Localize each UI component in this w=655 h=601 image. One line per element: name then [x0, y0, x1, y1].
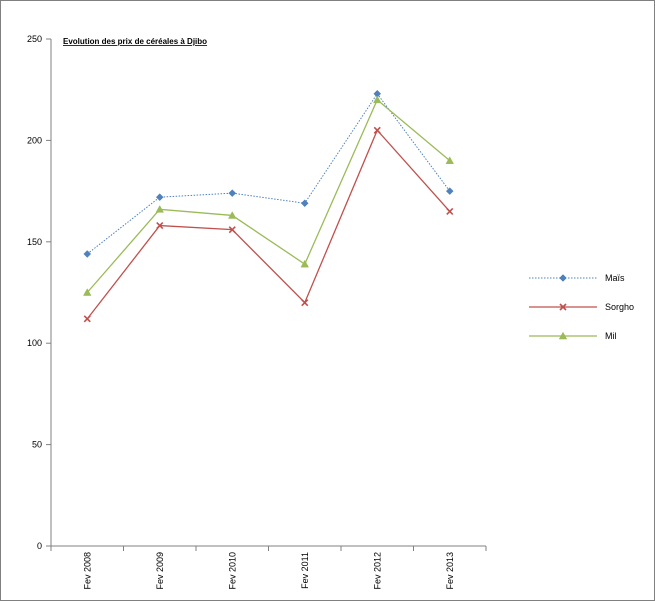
data-point: [300, 259, 309, 268]
legend-marker: [558, 331, 568, 340]
y-tick-label: 250: [27, 34, 42, 44]
x-tick-label: Fev 2008: [82, 552, 92, 590]
series-line: [86, 129, 451, 320]
data-point: [446, 207, 454, 215]
y-tick-label: 150: [27, 237, 42, 247]
data-point: [83, 288, 92, 296]
x-tick-label: Fev 2010: [227, 552, 237, 590]
series-line: [86, 92, 451, 255]
x-tick-label: Fev 2009: [155, 552, 165, 590]
chart-title: Evolution des prix de céréales à Djibo: [63, 37, 207, 46]
legend-item-mais: Maïs: [529, 273, 625, 283]
data-point: [83, 315, 91, 323]
y-tick-label: 200: [27, 135, 42, 145]
y-tick-label: 50: [32, 440, 42, 450]
data-point: [155, 193, 164, 202]
data-point: [228, 211, 237, 219]
legend-marker: [559, 303, 567, 311]
series-sorgho: [83, 126, 454, 323]
data-point: [301, 299, 309, 307]
legend-label: Sorgho: [605, 302, 634, 312]
legend-item-mil: Mil: [529, 331, 617, 341]
legend-marker: [559, 274, 567, 282]
series-mil: [83, 95, 454, 296]
series-layer: [83, 89, 454, 323]
data-point: [445, 156, 454, 164]
data-point: [445, 187, 454, 195]
series-mais: [83, 89, 454, 258]
data-point: [300, 199, 309, 208]
legend: Maïs Sorgho Mil: [529, 273, 634, 341]
x-tick-label: Fev 2011: [300, 552, 310, 589]
y-tick-label: 100: [27, 338, 42, 348]
data-point: [83, 250, 92, 258]
x-tick-label: Fev 2013: [445, 552, 455, 590]
axes: 0 50 100 150 200 250 Fev 2008 Fev 2009 Fev 2010 F…: [27, 34, 487, 590]
series-line: [86, 98, 451, 293]
data-point: [155, 205, 164, 213]
legend-item-sorgho: Sorgho: [529, 302, 634, 312]
legend-label: Mil: [605, 331, 617, 341]
legend-label: Maïs: [605, 273, 625, 283]
data-point: [156, 222, 164, 230]
data-point: [228, 189, 237, 197]
data-point: [373, 95, 382, 104]
data-point: [228, 226, 236, 234]
y-tick-label: 0: [37, 541, 42, 551]
x-tick-label: Fev 2012: [372, 552, 382, 590]
data-point: [373, 126, 381, 134]
